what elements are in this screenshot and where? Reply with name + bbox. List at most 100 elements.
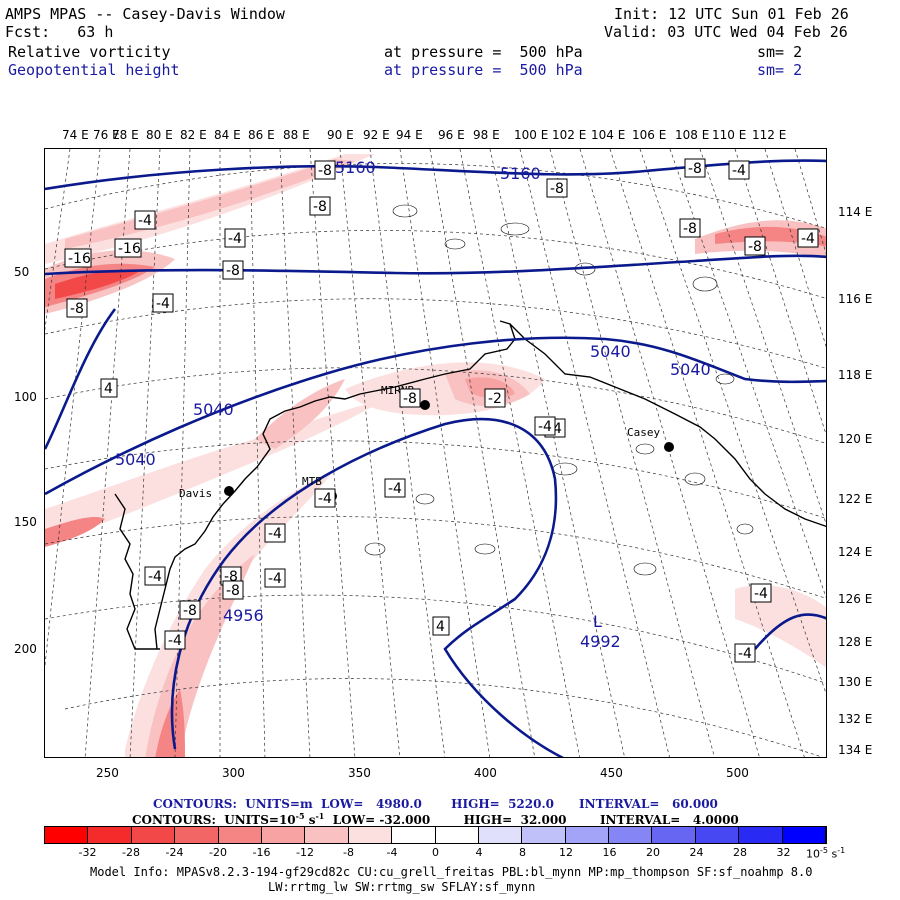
vorticity-label-text: -8 [683,221,697,237]
field1-smoothing: sm= 2 [757,43,803,61]
right-lon-label: 116 E [838,292,873,306]
init-time: Init: 12 UTC Sun 01 Feb 26 [614,5,849,23]
vorticity-label-text: -4 [268,571,282,587]
colorbar-tick-label: -4 [386,846,398,859]
height-label: 5040 [193,400,234,419]
map-panel: 5160 5160 5040 5040 5040 5040 4956 4992 … [44,148,827,758]
colorbar-swatch [45,827,89,843]
left-grid-label: 100 [14,390,37,404]
height-label: 5040 [590,342,631,361]
top-lon-label: 94 E [396,128,423,142]
vorticity-label: -8 [309,196,331,216]
left-grid-label: 50 [14,265,30,279]
vorticity-label: -8 [679,218,701,238]
right-lon-label: 126 E [838,592,873,606]
colorbar-swatch [652,827,696,843]
vort-contour-units: CONTOURS: UNITS=10 [132,813,296,827]
colorbar-tick-label: -12 [296,846,314,859]
colorbar-swatch [695,827,740,843]
right-lon-label: 124 E [838,545,873,559]
vort-contour-s: s [304,813,316,827]
top-lon-label: 86 E [248,128,275,142]
colorbar-tick-label: 12 [559,846,573,859]
colorbar-tick-label: 8 [519,846,526,859]
model-info: Model Info: MPASv8.2.3-194-gf29cd82c CU:… [90,865,813,879]
station-marker-davis [224,486,234,496]
vorticity-label: -4 [384,478,406,498]
colorbar-tick-label: 4 [475,846,483,859]
height-label: 4992 [580,632,621,651]
vorticity-label: -4 [264,568,286,588]
top-lon-label: 82 E [180,128,207,142]
latitude-graticule [45,163,826,757]
vorticity-label-text: -4 [318,491,332,507]
bottom-grid-label: 350 [348,766,371,780]
vorticity-label: -8 [399,388,421,408]
field2-smoothing: sm= 2 [757,61,803,79]
colorbar-swatch [348,827,393,843]
low-marker: L [593,612,602,631]
vorticity-label: -16 [114,238,142,258]
right-lon-label: 128 E [838,635,873,649]
vorticity-label-text: -8 [226,583,240,599]
colorbar-tick-label: -16 [252,846,271,859]
height-label: 5160 [500,164,541,183]
vort-contour-sup2: -1 [315,811,325,821]
vorticity-label: -8 [744,236,766,256]
top-lon-label: 84 E [214,128,241,142]
height-label: 4956 [223,606,264,625]
bottom-grid-label: 250 [96,766,119,780]
vorticity-label-text: -4 [538,419,552,435]
cbar-unit-s-exp: -1 [837,846,846,855]
colorbar-tick-label: 16 [602,846,617,859]
vorticity-label: -4 [144,566,166,586]
field1-name: Relative vorticity [8,43,171,61]
vorticity-label: 4 [100,378,118,398]
vorticity-label-text: -4 [168,633,182,649]
colorbar-swatch [435,827,479,843]
top-lon-label: 88 E [283,128,310,142]
vorticity-label-text: -2 [488,391,502,407]
bottom-grid-label: 500 [726,766,749,780]
top-lon-label: 106 E [632,128,667,142]
cbar-unit-exp: -5 [820,846,828,855]
vorticity-label-text: 4 [436,619,445,635]
top-lon-label: 90 E [327,128,354,142]
colorbar-swatch [88,827,132,843]
coastline [114,320,826,650]
valid-time: Valid: 03 UTC Wed 04 Feb 26 [604,23,848,41]
colorbar-tick-label: 20 [646,846,660,859]
model-info-2: LW:rrtmg_lw SW:rrtmg_sw SFLAY:sf_mynn [268,880,536,894]
right-lon-label: 134 E [838,743,873,757]
vorticity-label-text: -4 [754,586,768,602]
right-lon-label: 118 E [838,368,873,382]
top-lon-label: 92 E [363,128,390,142]
vorticity-label-text: -4 [732,163,746,179]
bottom-grid-label: 300 [222,766,245,780]
top-lon-label: 78 E [112,128,139,142]
vorticity-label-text: -4 [228,231,242,247]
vorticity-label-text: -8 [313,199,327,215]
colorbar-swatch [218,827,262,843]
right-lon-label: 122 E [838,492,873,506]
vorticity-label: -4 [164,630,186,650]
height-label: 5040 [115,450,156,469]
colorbar-swatch [305,827,349,843]
vorticity-shading [45,154,826,757]
top-lon-label: 100 E [514,128,549,142]
vorticity-label: 4 [432,616,450,636]
height-label: 5160 [335,158,376,177]
vorticity-contours [364,204,754,576]
vorticity-label-text: -4 [268,526,282,542]
vorticity-label: -4 [728,160,750,180]
cbar-unit-base: 10 [806,847,820,861]
right-lon-label: 120 E [838,432,873,446]
right-lon-label: 132 E [838,712,873,726]
vorticity-label: -8 [179,600,201,620]
stations: Davis MTB MIRNB Casey [179,384,674,501]
colorbar-swatch [739,827,783,843]
bottom-grid-label: 450 [600,766,623,780]
vorticity-label-text: -8 [550,181,564,197]
field2-level: at pressure = 500 hPa [384,61,583,79]
vorticity-label: -2 [484,388,506,408]
